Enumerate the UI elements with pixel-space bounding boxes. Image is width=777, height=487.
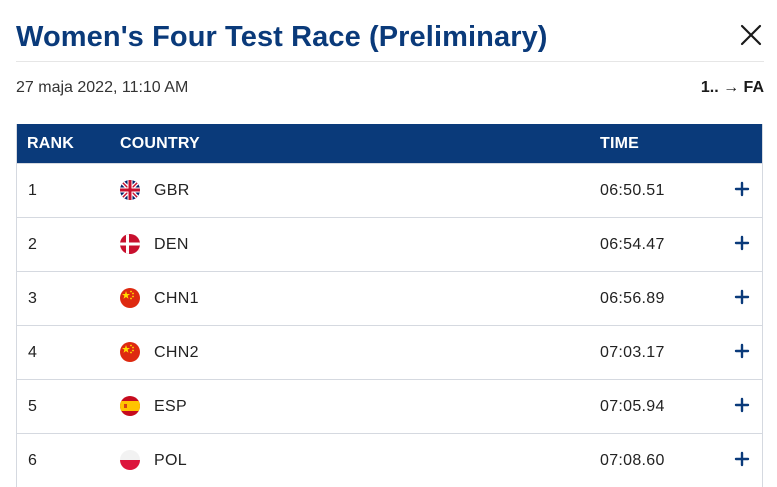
flag-chn-icon bbox=[120, 342, 140, 362]
expand-row-button[interactable] bbox=[731, 286, 753, 308]
close-icon bbox=[740, 24, 762, 46]
table-row[interactable]: 3 CHN1 06:56.89 bbox=[17, 271, 762, 325]
plus-icon bbox=[734, 181, 750, 197]
modal-header: Women's Four Test Race (Preliminary) bbox=[16, 18, 764, 60]
column-header-country: COUNTRY bbox=[120, 135, 200, 152]
rank-cell: 1 bbox=[28, 182, 37, 199]
rank-cell: 4 bbox=[28, 344, 37, 361]
page-title: Women's Four Test Race (Preliminary) bbox=[16, 21, 548, 53]
country-cell: POL bbox=[154, 452, 187, 469]
time-cell: 07:08.60 bbox=[600, 452, 665, 469]
results-table: RANK COUNTRY TIME 1 GBR 06:50.51 bbox=[16, 124, 763, 487]
country-cell: CHN1 bbox=[154, 290, 199, 307]
progression-rule: 1.. → FA bbox=[700, 79, 764, 96]
flag-esp-icon bbox=[120, 396, 140, 416]
time-cell: 06:50.51 bbox=[600, 182, 665, 199]
plus-icon bbox=[734, 451, 750, 467]
time-cell: 06:56.89 bbox=[600, 290, 665, 307]
race-meta: 27 maja 2022, 11:10 AM 1.. → FA bbox=[16, 76, 764, 100]
table-row[interactable]: 1 GBR 06:50.51 bbox=[17, 163, 762, 217]
country-cell: CHN2 bbox=[154, 344, 199, 361]
rank-cell: 6 bbox=[28, 452, 37, 469]
table-row[interactable]: 2 DEN 06:54.47 bbox=[17, 217, 762, 271]
race-date: 27 maja 2022, 11:10 AM bbox=[16, 79, 189, 96]
country-cell: DEN bbox=[154, 236, 189, 253]
expand-row-button[interactable] bbox=[731, 178, 753, 200]
rank-cell: 3 bbox=[28, 290, 37, 307]
table-row[interactable]: 6 POL 07:08.60 bbox=[17, 433, 762, 487]
header-divider bbox=[16, 61, 764, 62]
time-cell: 07:05.94 bbox=[600, 398, 665, 415]
expand-row-button[interactable] bbox=[731, 340, 753, 362]
table-row[interactable]: 4 CHN2 07:03.17 bbox=[17, 325, 762, 379]
country-cell: ESP bbox=[154, 398, 187, 415]
flag-chn-icon bbox=[120, 288, 140, 308]
table-header: RANK COUNTRY TIME bbox=[17, 124, 762, 163]
column-header-rank: RANK bbox=[27, 135, 75, 152]
flag-pol-icon bbox=[120, 450, 140, 470]
plus-icon bbox=[734, 397, 750, 413]
table-row[interactable]: 5 ESP 07:05.94 bbox=[17, 379, 762, 433]
expand-row-button[interactable] bbox=[731, 232, 753, 254]
time-cell: 07:03.17 bbox=[600, 344, 665, 361]
column-header-time: TIME bbox=[600, 135, 640, 152]
plus-icon bbox=[734, 343, 750, 359]
flag-den-icon bbox=[120, 234, 140, 254]
rank-cell: 5 bbox=[28, 398, 37, 415]
plus-icon bbox=[734, 235, 750, 251]
flag-gbr-icon bbox=[120, 180, 140, 200]
rank-cell: 2 bbox=[28, 236, 37, 253]
plus-icon bbox=[734, 289, 750, 305]
expand-row-button[interactable] bbox=[731, 394, 753, 416]
time-cell: 06:54.47 bbox=[600, 236, 665, 253]
country-cell: GBR bbox=[154, 182, 190, 199]
expand-row-button[interactable] bbox=[731, 448, 753, 470]
close-button[interactable] bbox=[738, 22, 764, 48]
